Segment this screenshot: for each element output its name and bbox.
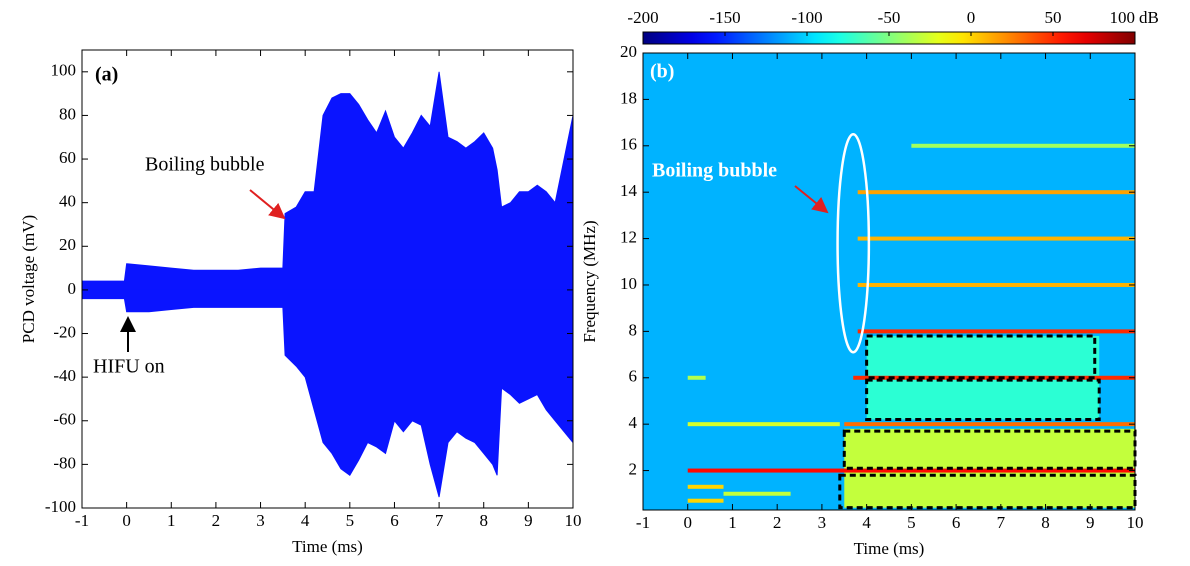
y-tick-label: 12 <box>620 227 637 246</box>
x-tick-label: 8 <box>1041 513 1050 532</box>
x-axis-label: Time (ms) <box>854 539 925 558</box>
x-tick-label: 4 <box>301 511 310 530</box>
y-axis-label: Frequency (MHz) <box>580 220 599 342</box>
panel-a: -1 0 1 2 3 4 5 6 7 8 9 10 -100 -80 -60 -40 -20 0 20 40 60 80 1… <box>19 49 582 556</box>
colorbar-tick-label: -50 <box>878 8 901 27</box>
y-tick-label: 14 <box>620 181 638 200</box>
harmonic-line <box>911 143 1135 148</box>
y-tick-label: 2 <box>629 459 638 478</box>
y-tick-label: 0 <box>68 279 77 298</box>
colorbar-tick-label: 50 <box>1045 8 1062 27</box>
x-tick-label: 6 <box>952 513 961 532</box>
signal-envelope <box>82 71 573 291</box>
y-tick-label: -60 <box>53 410 76 429</box>
x-axis-label: Time (ms) <box>292 537 363 556</box>
x-tick-label: 1 <box>167 511 176 530</box>
harmonic-line <box>723 491 791 496</box>
x-tick-label: -1 <box>75 511 89 530</box>
x-tick-label: 3 <box>818 513 827 532</box>
harmonic-line <box>857 236 1135 241</box>
y-tick-label: 60 <box>59 148 76 167</box>
axes-frame <box>642 52 1136 511</box>
highlight-box <box>842 429 1137 470</box>
x-tick-label: 7 <box>435 511 444 530</box>
y-axis-label: PCD voltage (mV) <box>19 215 38 343</box>
y-tick-label: 40 <box>59 192 76 211</box>
y-tick-label: 20 <box>59 235 76 254</box>
panel-label: (a) <box>95 64 118 86</box>
x-tick-label: 0 <box>683 513 692 532</box>
harmonic-line <box>687 498 724 503</box>
x-tick-label: 2 <box>773 513 782 532</box>
harmonic-line <box>857 190 1135 195</box>
y-tick-label: 10 <box>620 274 637 293</box>
annotation-arrow <box>794 185 829 214</box>
y-tick-label: 8 <box>629 320 638 339</box>
x-tick-label: 5 <box>907 513 916 532</box>
y-tick-label: -100 <box>45 497 76 516</box>
y-tick-label: 20 <box>620 42 637 61</box>
signal-envelope <box>82 289 573 498</box>
x-tick-label: 1 <box>728 513 737 532</box>
y-tick-label: -80 <box>53 453 76 472</box>
x-tick-label: 6 <box>390 511 399 530</box>
harmonic-line <box>844 422 1135 427</box>
x-tick-label: 7 <box>997 513 1006 532</box>
x-tick-label: 8 <box>479 511 488 530</box>
y-tick-label: 6 <box>629 367 638 386</box>
colorbar-tick-label: -100 <box>791 8 822 27</box>
x-tick-label: 9 <box>1086 513 1095 532</box>
x-tick-label: 4 <box>862 513 871 532</box>
x-tick-label: 3 <box>256 511 265 530</box>
y-tick-label: 18 <box>620 88 637 107</box>
harmonic-line <box>857 282 1135 287</box>
colorbar-tick-label: -150 <box>709 8 740 27</box>
panel-label: (b) <box>650 61 674 83</box>
y-tick-label: -40 <box>53 366 76 385</box>
annotation-arrow <box>249 189 286 220</box>
x-tick-label: -1 <box>636 513 650 532</box>
x-tick-label: 5 <box>346 511 355 530</box>
y-tick-label: 100 <box>51 61 77 80</box>
colorbar-tick-label: 100 <box>1110 8 1136 27</box>
y-tick-label: 4 <box>629 413 638 432</box>
colorbar-tick-label: 0 <box>967 8 976 27</box>
annotation: HIFU on <box>93 356 165 378</box>
x-tick-label: 10 <box>1127 513 1144 532</box>
harmonic-line <box>687 375 706 380</box>
colorbar-unit: dB <box>1139 8 1159 27</box>
x-tick-label: 0 <box>122 511 131 530</box>
harmonic-line <box>687 422 840 427</box>
highlight-ellipse <box>836 132 871 354</box>
harmonic-line <box>687 484 724 489</box>
x-tick-label: 10 <box>565 511 582 530</box>
annotation: Boiling bubble <box>652 160 777 182</box>
harmonic-line <box>857 329 1135 334</box>
y-tick-label: 16 <box>620 135 637 154</box>
y-tick-label: 80 <box>59 104 76 123</box>
x-tick-label: 2 <box>212 511 221 530</box>
harmonic-line <box>687 468 1135 473</box>
axes-frame <box>81 49 574 509</box>
y-tick-label: -20 <box>53 322 76 341</box>
highlight-box <box>865 334 1097 380</box>
highlight-box <box>865 378 1101 422</box>
colorbar-tick-label: -200 <box>627 8 658 27</box>
x-tick-label: 9 <box>524 511 533 530</box>
annotation: Boiling bubble <box>145 154 265 176</box>
